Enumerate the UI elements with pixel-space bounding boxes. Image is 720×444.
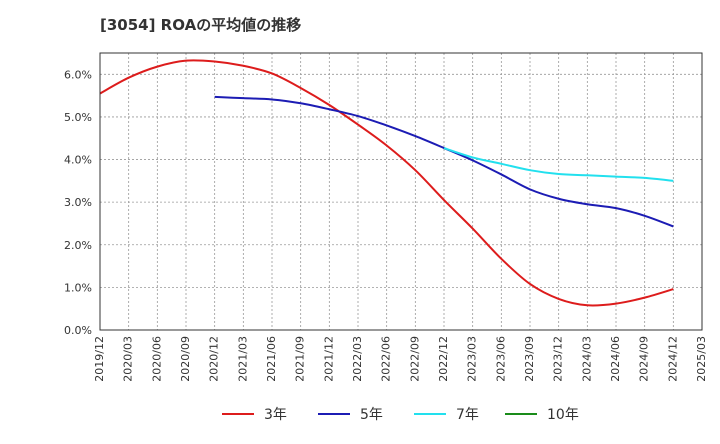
legend-label: 7年 [456,407,479,423]
grid-lines [100,53,702,330]
chart-title: [3054] ROAの平均値の推移 [100,16,302,34]
x-tick-label: 2022/06 [380,336,393,382]
x-tick-label: 2024/03 [580,336,593,382]
x-tick-label: 2023/03 [466,336,479,382]
x-tick-label: 2020/09 [179,336,192,382]
y-tick-label: 6.0% [64,68,92,81]
y-tick-label: 2.0% [64,239,92,252]
x-tick-label: 2025/03 [695,336,708,382]
x-tick-label: 2024/09 [638,336,651,382]
x-tick-label: 2022/12 [437,336,450,382]
plot-area-frame [99,52,703,331]
legend-label: 10年 [547,407,579,423]
legend-label: 3年 [264,407,287,423]
y-tick-label: 5.0% [64,111,92,124]
x-tick-label: 2024/06 [609,336,622,382]
x-axis: 2019/12 2020/03 2020/06 2020/09 2020/12 2021/… [93,336,708,382]
x-tick-label: 2021/09 [294,336,307,382]
x-tick-label: 2024/12 [666,336,679,382]
x-tick-label: 2020/12 [208,336,221,382]
y-tick-label: 1.0% [64,281,92,294]
x-tick-label: 2019/12 [93,336,106,382]
x-tick-label: 2021/12 [322,336,335,382]
x-tick-label: 2021/03 [236,336,249,382]
x-tick-label: 2022/09 [408,336,421,382]
y-axis: 0.0% 1.0% 2.0% 3.0% 4.0% 5.0% 6.0% [64,68,92,337]
x-tick-label: 2023/09 [523,336,536,382]
series-lines [99,59,674,307]
x-tick-label: 2020/03 [122,336,135,382]
legend-label: 5年 [360,407,383,423]
x-tick-label: 2023/12 [552,336,565,382]
series-line [443,147,674,182]
x-tick-label: 2020/06 [150,336,163,382]
y-tick-label: 4.0% [64,154,92,167]
y-tick-label: 3.0% [64,196,92,209]
series-line [214,95,674,228]
x-tick-label: 2023/06 [494,336,507,382]
x-tick-label: 2021/06 [265,336,278,382]
legend: 3年 5年 7年 10年 [222,407,579,423]
x-tick-label: 2022/03 [351,336,364,382]
y-tick-label: 0.0% [64,324,92,337]
series-line [99,59,674,307]
